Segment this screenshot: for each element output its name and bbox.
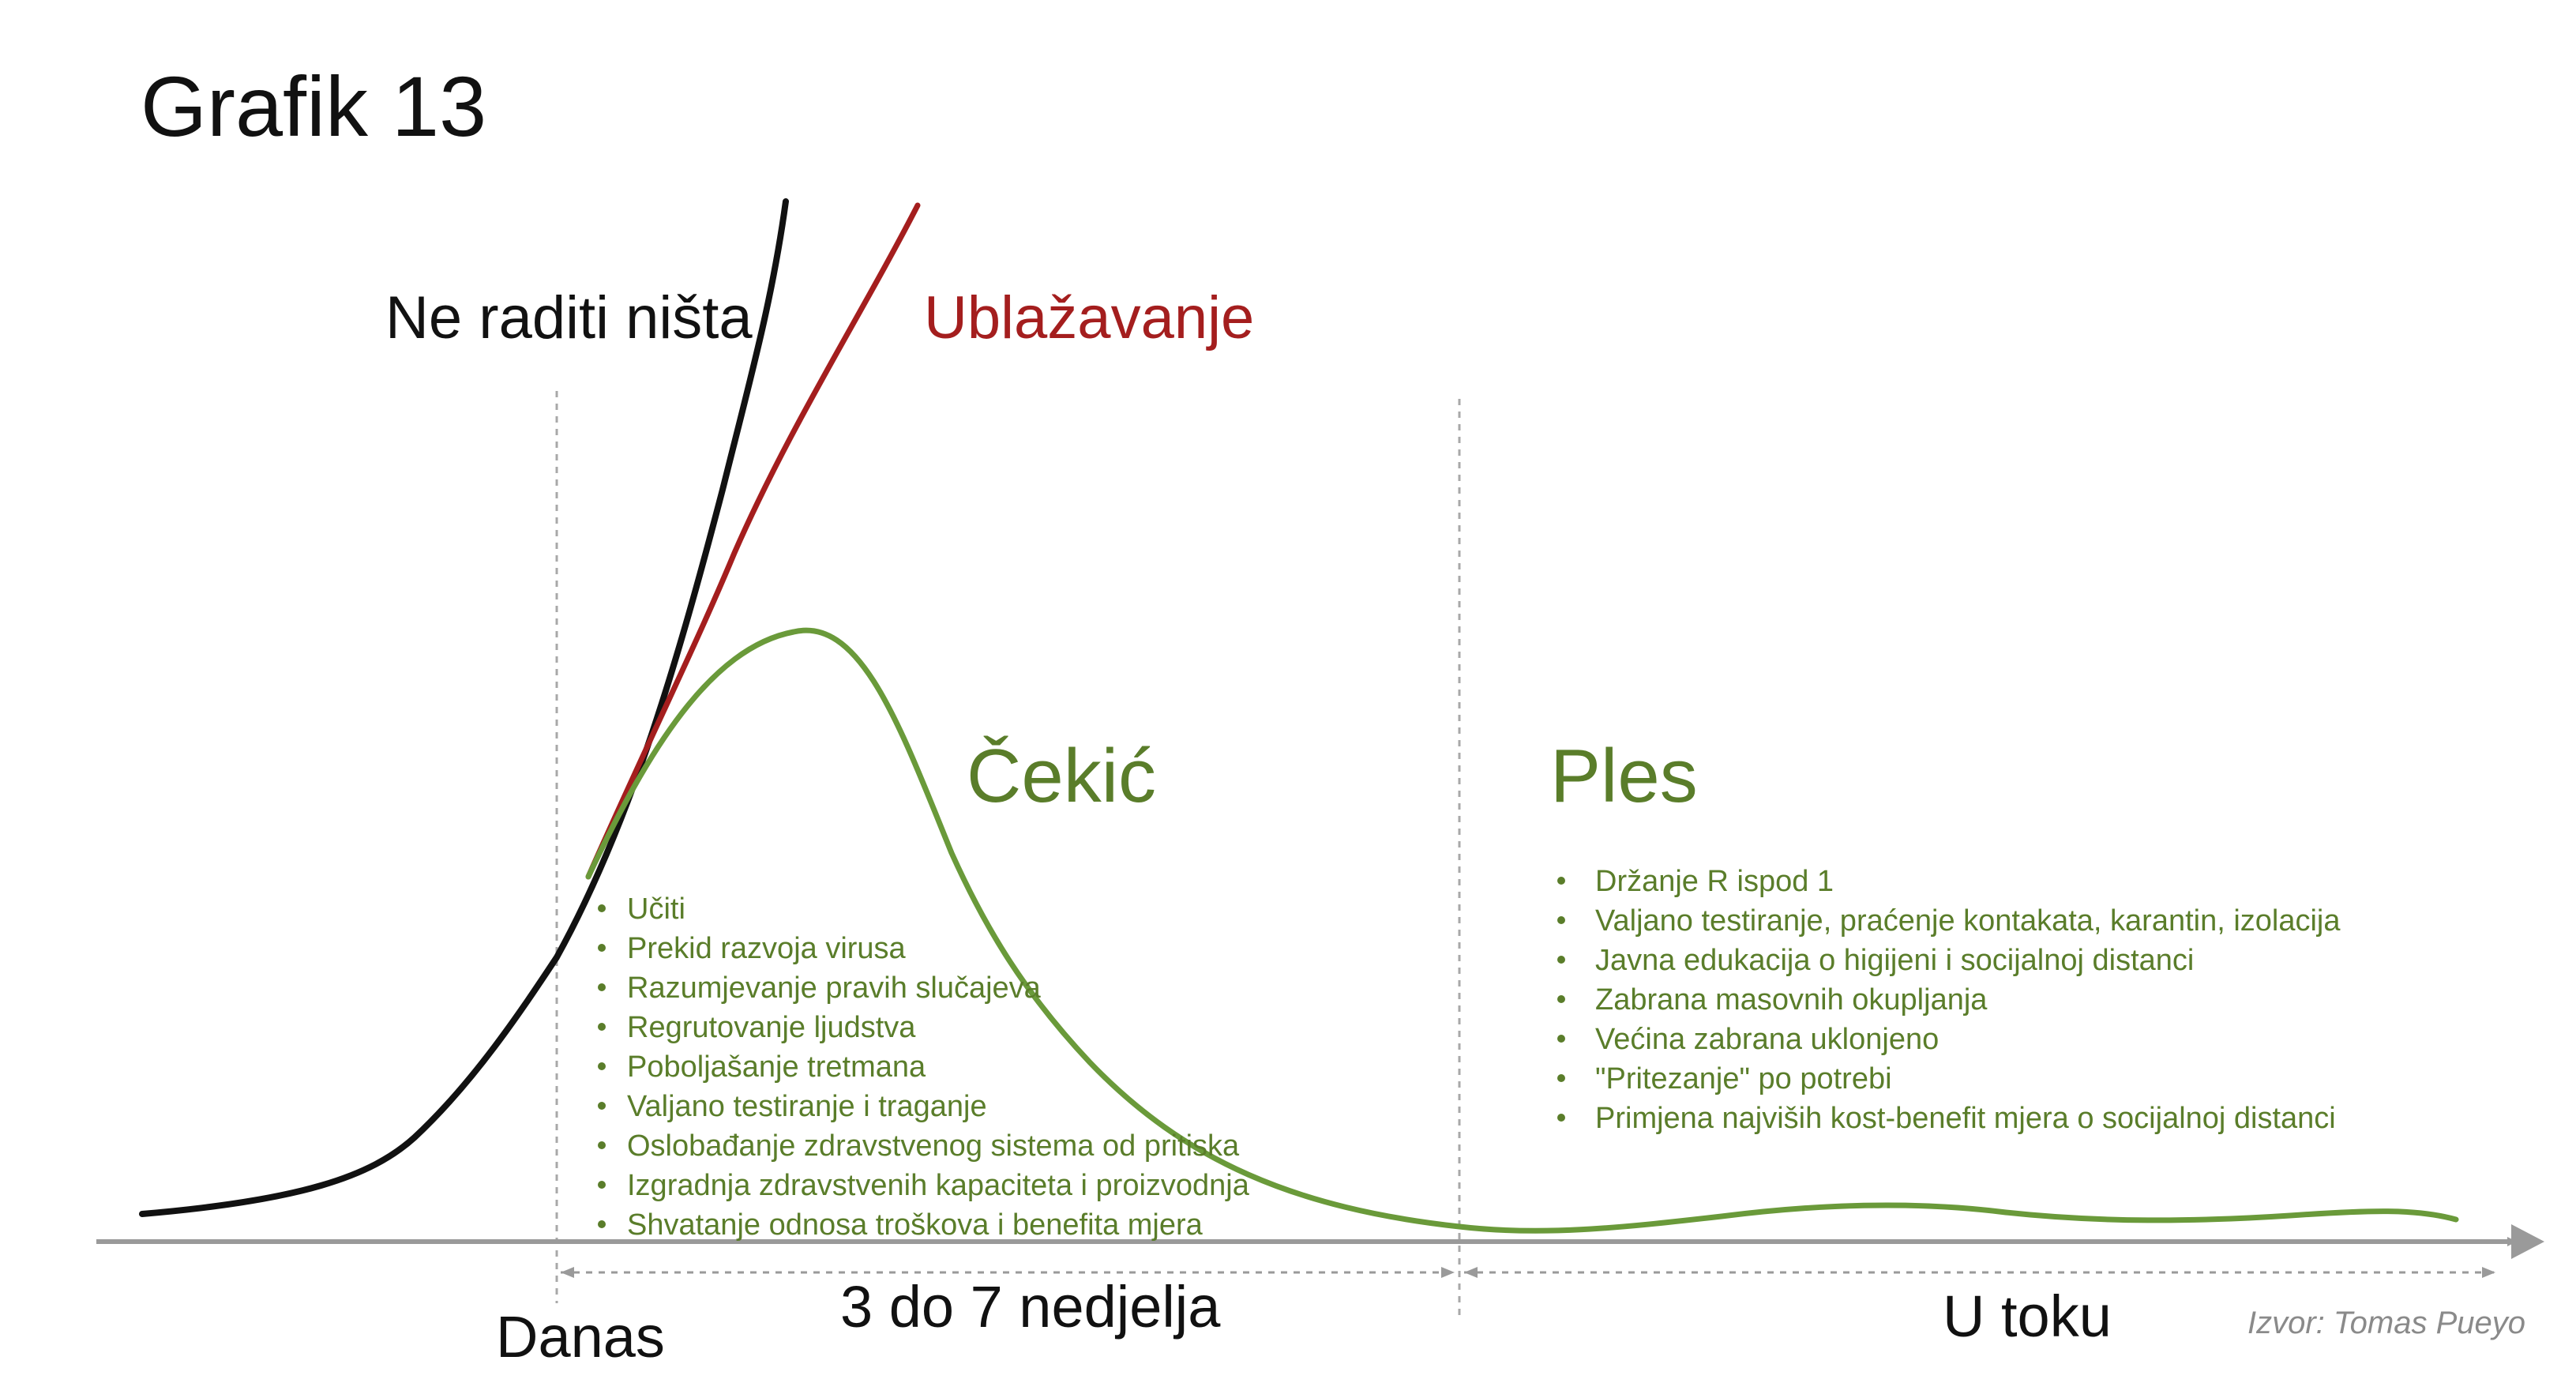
bullet-dot bbox=[598, 1220, 606, 1228]
bullet-dot bbox=[1557, 1114, 1565, 1122]
hammer-item: Poboljašanje tretmana bbox=[627, 1050, 926, 1084]
bullet-dot bbox=[1557, 995, 1565, 1003]
dance-item: Valjano testiranje, praćenje kontakata, … bbox=[1595, 904, 2341, 938]
bullet-dot bbox=[1557, 956, 1565, 964]
bullet-dot bbox=[1557, 877, 1565, 885]
bullet-dot bbox=[598, 1102, 606, 1110]
bullet-dot bbox=[598, 1181, 606, 1189]
hammer-item: Regrutovanje ljudstva bbox=[627, 1011, 916, 1044]
hammer-item: Oslobađanje zdravstvenog sistema od prit… bbox=[627, 1129, 1240, 1163]
bullet-dot bbox=[598, 944, 606, 952]
do-nothing-label: Ne raditi ništa bbox=[385, 284, 753, 351]
hammer-item: Prekid razvoja virusa bbox=[627, 932, 907, 965]
duration-label: 3 do 7 nedjelja bbox=[840, 1274, 1221, 1340]
today-label: Danas bbox=[496, 1304, 665, 1370]
time-axis-arrowhead bbox=[2511, 1224, 2544, 1259]
chart-title: Grafik 13 bbox=[141, 58, 486, 154]
dance-label: Ples bbox=[1550, 734, 1698, 818]
dance-item: Zabrana masovnih okupljanja bbox=[1595, 983, 1988, 1017]
source-credit: Izvor: Tomas Pueyo bbox=[2247, 1306, 2525, 1340]
hammer-and-dance-curve bbox=[585, 627, 2459, 1234]
dance-item: Držanje R ispod 1 bbox=[1595, 865, 1834, 898]
hammer-item: Valjano testiranje i traganje bbox=[627, 1090, 987, 1123]
bullet-dot bbox=[598, 1023, 606, 1031]
dance-item: Većina zabrana uklonjeno bbox=[1595, 1023, 1939, 1056]
mitigation-label: Ublažavanje bbox=[924, 284, 1254, 351]
mitigation-curve bbox=[585, 202, 921, 880]
bullet-dot bbox=[598, 1062, 606, 1070]
bullet-dot bbox=[1557, 1074, 1565, 1082]
bullet-dot bbox=[1557, 916, 1565, 924]
do-nothing-curve bbox=[139, 198, 789, 1217]
hammer-measures-list: Učiti Prekid razvoja virusa Razumjevanje… bbox=[598, 893, 1250, 1242]
hammer-label: Čekić bbox=[967, 734, 1156, 818]
bullet-dot bbox=[1557, 1035, 1565, 1043]
bullet-dot bbox=[598, 904, 606, 912]
bullet-dot bbox=[598, 1141, 606, 1149]
dance-item: Javna edukacija o higijeni i socijalnoj … bbox=[1595, 944, 2194, 977]
hammer-item: Učiti bbox=[627, 893, 685, 926]
hammer-item: Razumjevanje pravih slučajeva bbox=[627, 971, 1042, 1005]
bullet-dot bbox=[598, 983, 606, 991]
ongoing-label: U toku bbox=[1943, 1283, 2112, 1349]
hammer-item: Shvatanje odnosa troškova i benefita mje… bbox=[627, 1208, 1204, 1242]
dance-item: Primjena najviših kost-benefit mjera o s… bbox=[1595, 1102, 2336, 1135]
dance-item: "Pritezanje" po potrebi bbox=[1595, 1062, 1892, 1095]
dance-measures-list: Držanje R ispod 1 Valjano testiranje, pr… bbox=[1557, 865, 2341, 1135]
hammer-item: Izgradnja zdravstvenih kapaciteta i proi… bbox=[627, 1169, 1250, 1202]
